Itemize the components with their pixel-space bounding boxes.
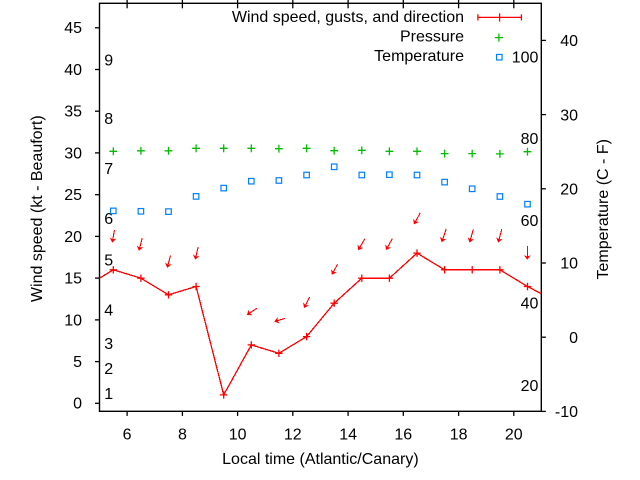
svg-text:20: 20 — [560, 182, 578, 199]
svg-text:60: 60 — [521, 213, 539, 230]
svg-text:40: 40 — [560, 33, 578, 50]
svg-text:Temperature: Temperature — [374, 48, 464, 65]
svg-text:25: 25 — [64, 187, 82, 204]
svg-text:9: 9 — [104, 53, 113, 70]
svg-text:0: 0 — [569, 330, 578, 347]
svg-text:20: 20 — [64, 229, 82, 246]
svg-text:2: 2 — [104, 361, 113, 378]
svg-text:Pressure: Pressure — [400, 29, 464, 46]
svg-text:-10: -10 — [555, 404, 578, 421]
svg-text:10: 10 — [229, 427, 247, 444]
svg-text:10: 10 — [560, 256, 578, 273]
svg-text:Wind speed (kt - Beaufort): Wind speed (kt - Beaufort) — [29, 115, 46, 302]
svg-text:Temperature (C - F): Temperature (C - F) — [595, 139, 612, 279]
svg-text:45: 45 — [64, 20, 82, 37]
svg-text:18: 18 — [450, 427, 468, 444]
svg-text:10: 10 — [64, 312, 82, 329]
svg-text:20: 20 — [505, 427, 523, 444]
svg-text:14: 14 — [339, 427, 357, 444]
svg-text:Local time (Atlantic/Canary): Local time (Atlantic/Canary) — [222, 451, 419, 468]
svg-text:8: 8 — [104, 111, 113, 128]
svg-text:5: 5 — [104, 253, 113, 270]
svg-text:1: 1 — [104, 386, 113, 403]
svg-text:35: 35 — [64, 104, 82, 121]
svg-text:40: 40 — [64, 62, 82, 79]
svg-text:80: 80 — [521, 131, 539, 148]
svg-text:12: 12 — [284, 427, 302, 444]
svg-text:100: 100 — [512, 50, 539, 67]
svg-text:3: 3 — [104, 336, 113, 353]
svg-text:40: 40 — [521, 296, 539, 313]
svg-text:15: 15 — [64, 271, 82, 288]
svg-text:7: 7 — [104, 161, 113, 178]
svg-text:6: 6 — [123, 427, 132, 444]
svg-text:30: 30 — [560, 107, 578, 124]
svg-text:16: 16 — [394, 427, 412, 444]
svg-text:30: 30 — [64, 145, 82, 162]
svg-text:20: 20 — [521, 378, 539, 395]
svg-text:5: 5 — [73, 354, 82, 371]
svg-text:0: 0 — [73, 396, 82, 413]
svg-text:6: 6 — [104, 211, 113, 228]
svg-text:8: 8 — [178, 427, 187, 444]
svg-text:Wind speed, gusts, and directi: Wind speed, gusts, and direction — [232, 9, 464, 26]
svg-text:4: 4 — [104, 303, 113, 320]
